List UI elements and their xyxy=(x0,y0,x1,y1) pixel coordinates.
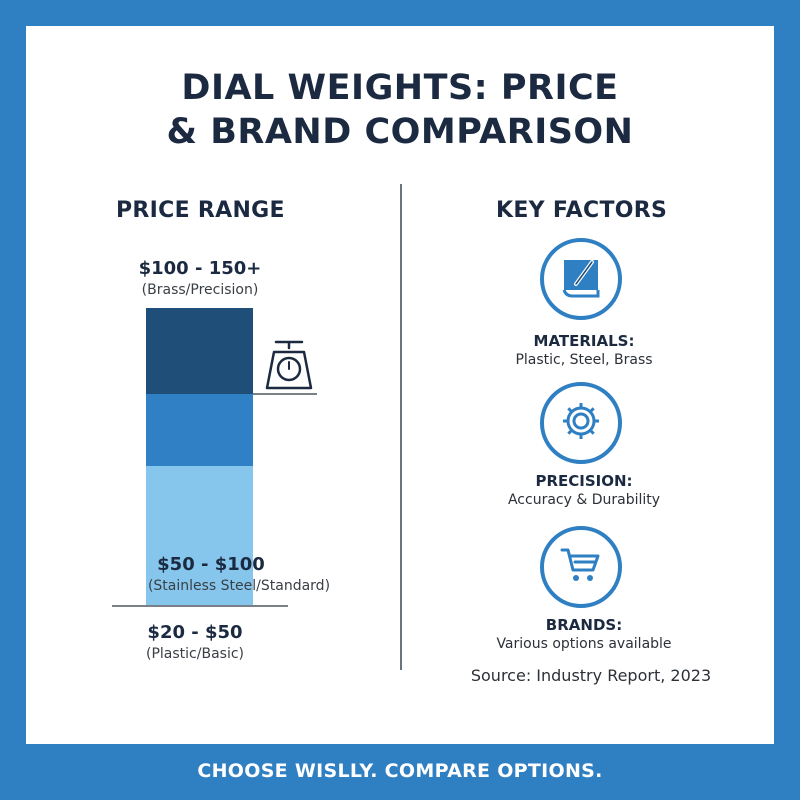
source-note: Source: Industry Report, 2023 xyxy=(470,666,712,685)
kitchen-scale-icon xyxy=(262,332,316,392)
brands-circle xyxy=(540,526,622,608)
brands-desc: Various options available xyxy=(496,636,672,652)
tier-base-line xyxy=(112,605,288,607)
title-line-2: & BRAND COMPARISON xyxy=(166,112,634,152)
tier-mid-bar xyxy=(146,394,253,466)
tier-top-price: $100 - 150+ xyxy=(138,258,262,279)
gear-icon xyxy=(558,398,604,448)
book-pen-icon xyxy=(558,254,604,304)
tier-low-bar xyxy=(146,466,253,606)
materials-circle xyxy=(540,238,622,320)
tier-low-note: (Plastic/Basic) xyxy=(146,646,244,662)
tier-mid-note: (Stainless Steel/Standard) xyxy=(147,578,331,594)
precision-desc: Accuracy & Durability xyxy=(507,492,661,508)
column-divider xyxy=(400,184,402,670)
shopping-cart-icon xyxy=(558,542,604,592)
key-factors-heading: KEY FACTORS xyxy=(496,198,668,223)
tier-top-bar xyxy=(146,308,253,394)
tier-mid-price: $50 - $100 xyxy=(157,554,265,575)
title-line-1: DIAL WEIGHTS: PRICE xyxy=(181,68,619,108)
materials-title: MATERIALS: xyxy=(533,332,635,350)
tier-top-marker-line xyxy=(253,393,317,395)
infographic-card: DIAL WEIGHTS: PRICE & BRAND COMPARISON P… xyxy=(26,26,774,744)
tier-top-note: (Brass/Precision) xyxy=(141,282,259,298)
page-title: DIAL WEIGHTS: PRICE & BRAND COMPARISON xyxy=(26,66,774,154)
precision-title: PRECISION: xyxy=(535,472,633,490)
tier-low-price: $20 - $50 xyxy=(147,622,243,643)
materials-desc: Plastic, Steel, Brass xyxy=(515,352,653,368)
precision-circle xyxy=(540,382,622,464)
price-range-heading: PRICE RANGE xyxy=(116,198,285,223)
brands-title: BRANDS: xyxy=(545,616,623,634)
footer-tagline: CHOOSE WISLLY. COMPARE OPTIONS. xyxy=(197,760,603,782)
